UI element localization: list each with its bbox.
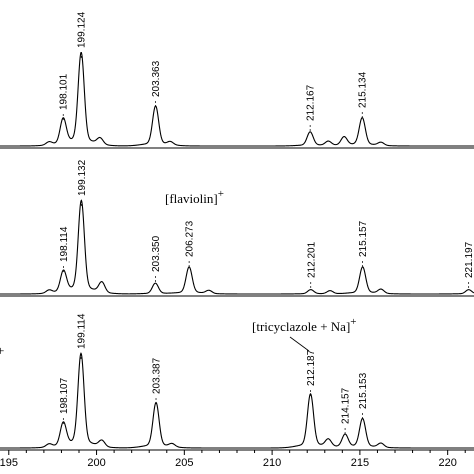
- peak-label-bottom-0: 198.107: [59, 377, 70, 414]
- spectrum-panel-middle: 198.114 199.132 203.350 206.273 212.201 215.1…: [0, 159, 474, 297]
- trace-top: [0, 51, 474, 147]
- flaviolin-annotation: [flaviolin]+: [165, 188, 224, 206]
- x-axis: 195 200 205 210 215 220: [0, 450, 466, 469]
- x-tick-label-200: 200: [87, 457, 105, 469]
- peak-label-top-6: 212.167: [306, 84, 317, 121]
- tricyclazole-pointer: [289, 336, 310, 352]
- partial-left-label: +: [0, 343, 4, 358]
- peak-label-top-0: 198.101: [59, 73, 70, 110]
- x-tick-label-195: 195: [0, 457, 18, 469]
- peak-label-bottom-1: 199.114: [77, 313, 88, 349]
- peak-label-top-4: 203.363: [151, 60, 162, 97]
- peak-label-middle-11: 221.197: [464, 241, 474, 278]
- peak-label-bottom-8: 214.157: [341, 387, 352, 424]
- peak-label-bottom-4: 203.387: [152, 357, 163, 394]
- peak-label-middle-7: 212.201: [306, 241, 317, 278]
- x-tick-label-215: 215: [351, 457, 369, 469]
- peak-label-top-1: 199.124: [77, 11, 88, 48]
- flaviolin-label: [flaviolin]: [165, 191, 218, 206]
- peak-label-middle-0: 198.114: [59, 226, 70, 262]
- flaviolin-charge: +: [218, 188, 224, 200]
- peak-label-top-9: 215.134: [358, 71, 369, 108]
- peak-label-middle-9: 215.157: [358, 220, 369, 257]
- peak-label-bottom-6: 212.187: [306, 349, 317, 386]
- trace-middle: [0, 199, 474, 295]
- tricyclazole-charge: +: [350, 316, 356, 328]
- trace-bottom: [0, 352, 474, 449]
- spectrum-panel-bottom: 198.107 199.114 203.387 212.187 214.157 215.1…: [0, 313, 474, 451]
- x-tick-label-220: 220: [438, 457, 456, 469]
- tricyclazole-label: [tricyclazole + Na]: [252, 319, 350, 334]
- spectrum-panel-top: 198.101 199.124 203.363 212.167 215.134: [0, 11, 474, 149]
- x-tick-label-210: 210: [263, 457, 281, 469]
- peak-label-middle-5: 206.273: [185, 220, 196, 257]
- peak-label-middle-1: 199.132: [77, 159, 88, 196]
- peak-label-bottom-9: 215.153: [358, 372, 369, 409]
- tricyclazole-annotation: [tricyclazole + Na]+: [252, 316, 357, 334]
- peak-label-middle-4: 203.350: [151, 235, 162, 272]
- x-tick-label-205: 205: [175, 457, 193, 469]
